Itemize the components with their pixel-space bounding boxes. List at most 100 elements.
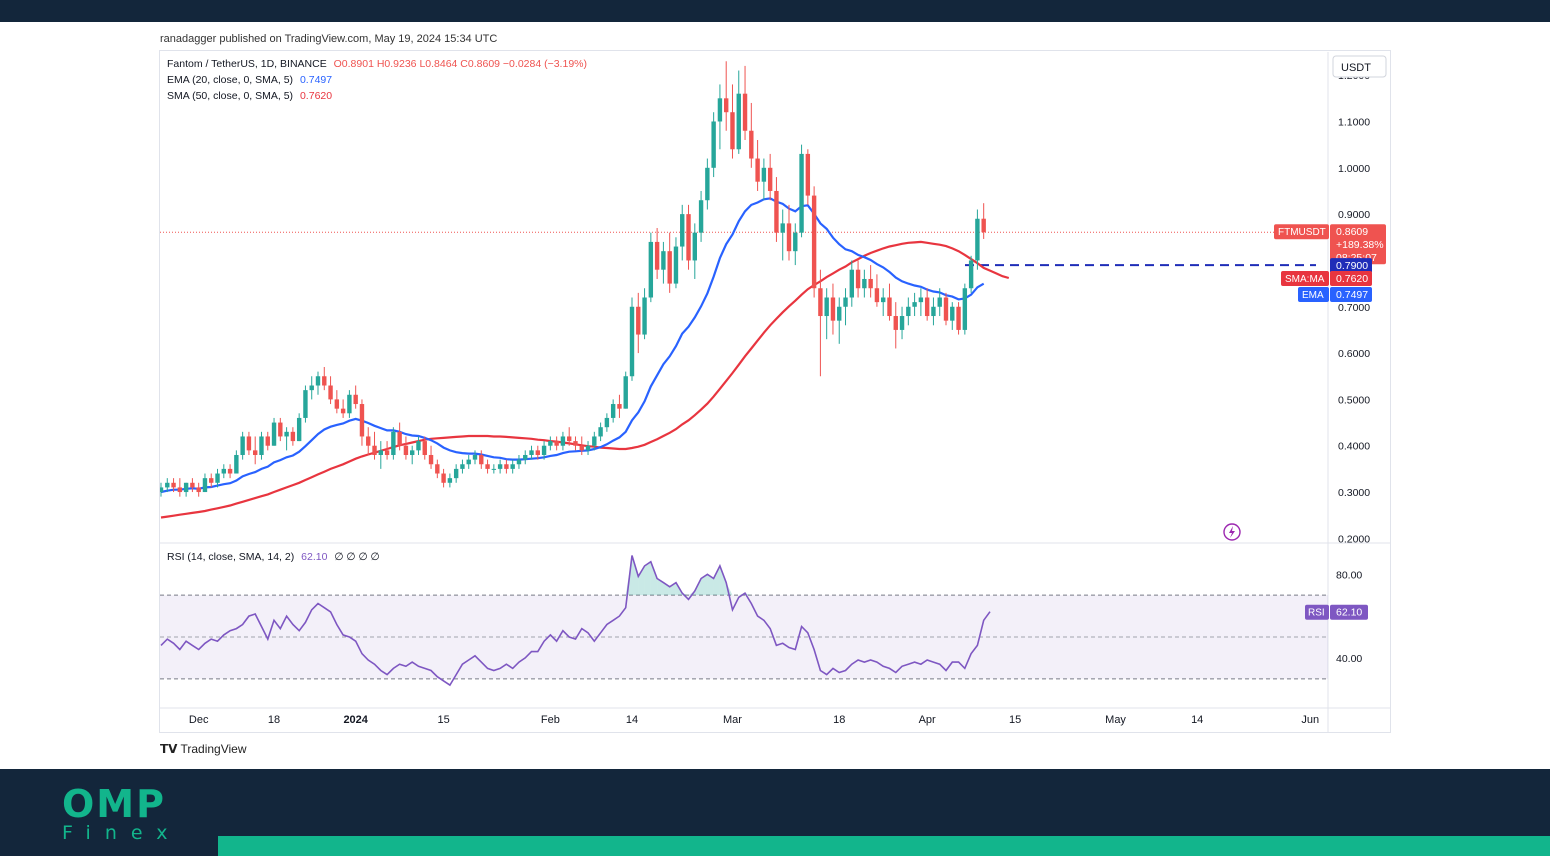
candle-body	[160, 487, 164, 493]
rsi-tick-label: 80.00	[1336, 569, 1362, 581]
candle-body	[510, 464, 515, 469]
candle-body	[422, 441, 427, 455]
rsi-overbought-fill	[644, 561, 651, 596]
candle-body	[799, 153, 804, 233]
candle-body	[303, 390, 308, 418]
time-tick-label: 15	[437, 714, 449, 726]
legend-rsi-value: 62.10	[301, 551, 328, 563]
candle-body	[730, 112, 735, 150]
price-tick-label: 0.2000	[1338, 533, 1370, 545]
price-tag: 0.8609+189.38%08:25:07	[1330, 224, 1386, 265]
candle-body	[975, 218, 980, 261]
candle-body	[711, 121, 716, 168]
candle-body	[793, 232, 798, 252]
legend-rsi-row[interactable]: RSI (14, close, SMA, 14, 2) 62.10 ∅ ∅ ∅ …	[167, 551, 380, 563]
candle-body	[642, 297, 647, 335]
candle-body	[265, 436, 270, 446]
candle-body	[573, 441, 578, 446]
legend-symbol[interactable]: Fantom / TetherUS, 1D, BINANCE	[167, 58, 327, 70]
candle-body	[391, 431, 396, 455]
candle-body	[221, 468, 226, 474]
top-bar	[0, 0, 1550, 22]
candle-body	[567, 436, 572, 442]
ema-tag: 0.7497	[1330, 287, 1372, 303]
rsi-tick-label: 40.00	[1336, 653, 1362, 665]
candle-body	[554, 441, 559, 446]
candle-body	[485, 464, 490, 469]
ema-tag-text: 0.7497	[1336, 289, 1368, 301]
price-tag-text: +189.38%	[1336, 239, 1384, 251]
candle-body	[717, 98, 723, 122]
time-tick-label: 14	[1191, 714, 1203, 726]
rsi-overbought-fill	[650, 561, 658, 596]
candle-body	[177, 487, 183, 493]
candle-body	[541, 445, 547, 455]
candle-body	[968, 260, 974, 289]
chart-canvas[interactable]: 1.20001.10001.00000.90000.80000.70000.60…	[0, 0, 1550, 769]
candle-body	[497, 464, 503, 469]
price-tick-label: 0.3000	[1338, 487, 1370, 499]
candle-body	[906, 306, 911, 317]
rsi-tag: 62.10	[1330, 604, 1368, 620]
candle-body	[284, 431, 289, 437]
candle-body	[692, 232, 697, 261]
candle-body	[378, 450, 383, 455]
support-tag-text: 0.7900	[1336, 260, 1368, 272]
candle-body	[441, 473, 446, 483]
candle-body	[786, 223, 792, 252]
time-tick-label: 15	[1009, 714, 1021, 726]
candle-body	[843, 297, 848, 307]
legend-sma-label: SMA (50, close, 0, SMA, 5)	[167, 90, 294, 102]
candle-body	[943, 297, 949, 321]
candle-body	[648, 241, 654, 298]
candle-body	[912, 302, 917, 307]
candle-body	[334, 399, 340, 409]
candle-body	[322, 376, 327, 386]
legend-ema-row[interactable]: EMA (20, close, 0, SMA, 5) 0.7497	[167, 74, 332, 86]
time-tick-label: 18	[268, 714, 280, 726]
candle-body	[359, 404, 365, 437]
candle-body	[523, 454, 528, 460]
price-tick-label: 0.4000	[1338, 441, 1370, 453]
candle-body	[837, 306, 842, 321]
candle-body	[315, 376, 321, 386]
candle-body	[849, 269, 854, 298]
legend-rsi-label: RSI (14, close, SMA, 14, 2)	[167, 551, 295, 563]
time-tick-label: Jun	[1301, 714, 1319, 726]
legend-sma-row[interactable]: SMA (50, close, 0, SMA, 5) 0.7620	[167, 90, 332, 102]
rsi-line	[160, 555, 991, 687]
ema-line	[160, 197, 985, 494]
candle-body	[981, 218, 986, 233]
rsi-overbought-fill	[638, 565, 645, 596]
candle-body	[780, 223, 785, 233]
chart-frame	[159, 50, 1391, 733]
rsi-tag-bg	[1330, 604, 1368, 620]
symbol-tag: FTMUSDT	[1274, 224, 1329, 240]
candle-body	[585, 445, 591, 451]
tradingview-logo[interactable]: 𝗧𝗩 TradingView	[160, 742, 247, 756]
candle-body	[479, 454, 484, 465]
tradingview-label: TradingView	[180, 742, 247, 756]
candle-body	[755, 158, 760, 182]
currency-selector[interactable]	[1332, 55, 1387, 78]
lightning-bolt-icon	[1229, 526, 1235, 538]
price-pane	[160, 61, 1328, 519]
candle-body	[215, 473, 220, 483]
sma-tag-label-bg	[1281, 271, 1329, 287]
candle-body	[416, 441, 421, 451]
candle-body	[435, 464, 440, 474]
candle-body	[579, 445, 584, 451]
candle-body	[629, 306, 635, 377]
candle-body	[366, 436, 371, 446]
rsi-overbought-fill	[657, 578, 664, 596]
candle-body	[592, 436, 597, 446]
legend-ohlc: O0.8901 H0.9236 L0.8464 C0.8609 −0.0284 …	[333, 58, 587, 70]
candle-body	[736, 93, 741, 150]
candle-body	[428, 454, 434, 465]
candle-body	[372, 445, 377, 455]
symbol-tag-bg	[1274, 224, 1329, 240]
rsi-tag-label: RSI	[1305, 604, 1329, 620]
time-tick-label: Apr	[919, 714, 936, 726]
candle-body	[673, 246, 679, 284]
time-tick-label: May	[1105, 714, 1126, 726]
